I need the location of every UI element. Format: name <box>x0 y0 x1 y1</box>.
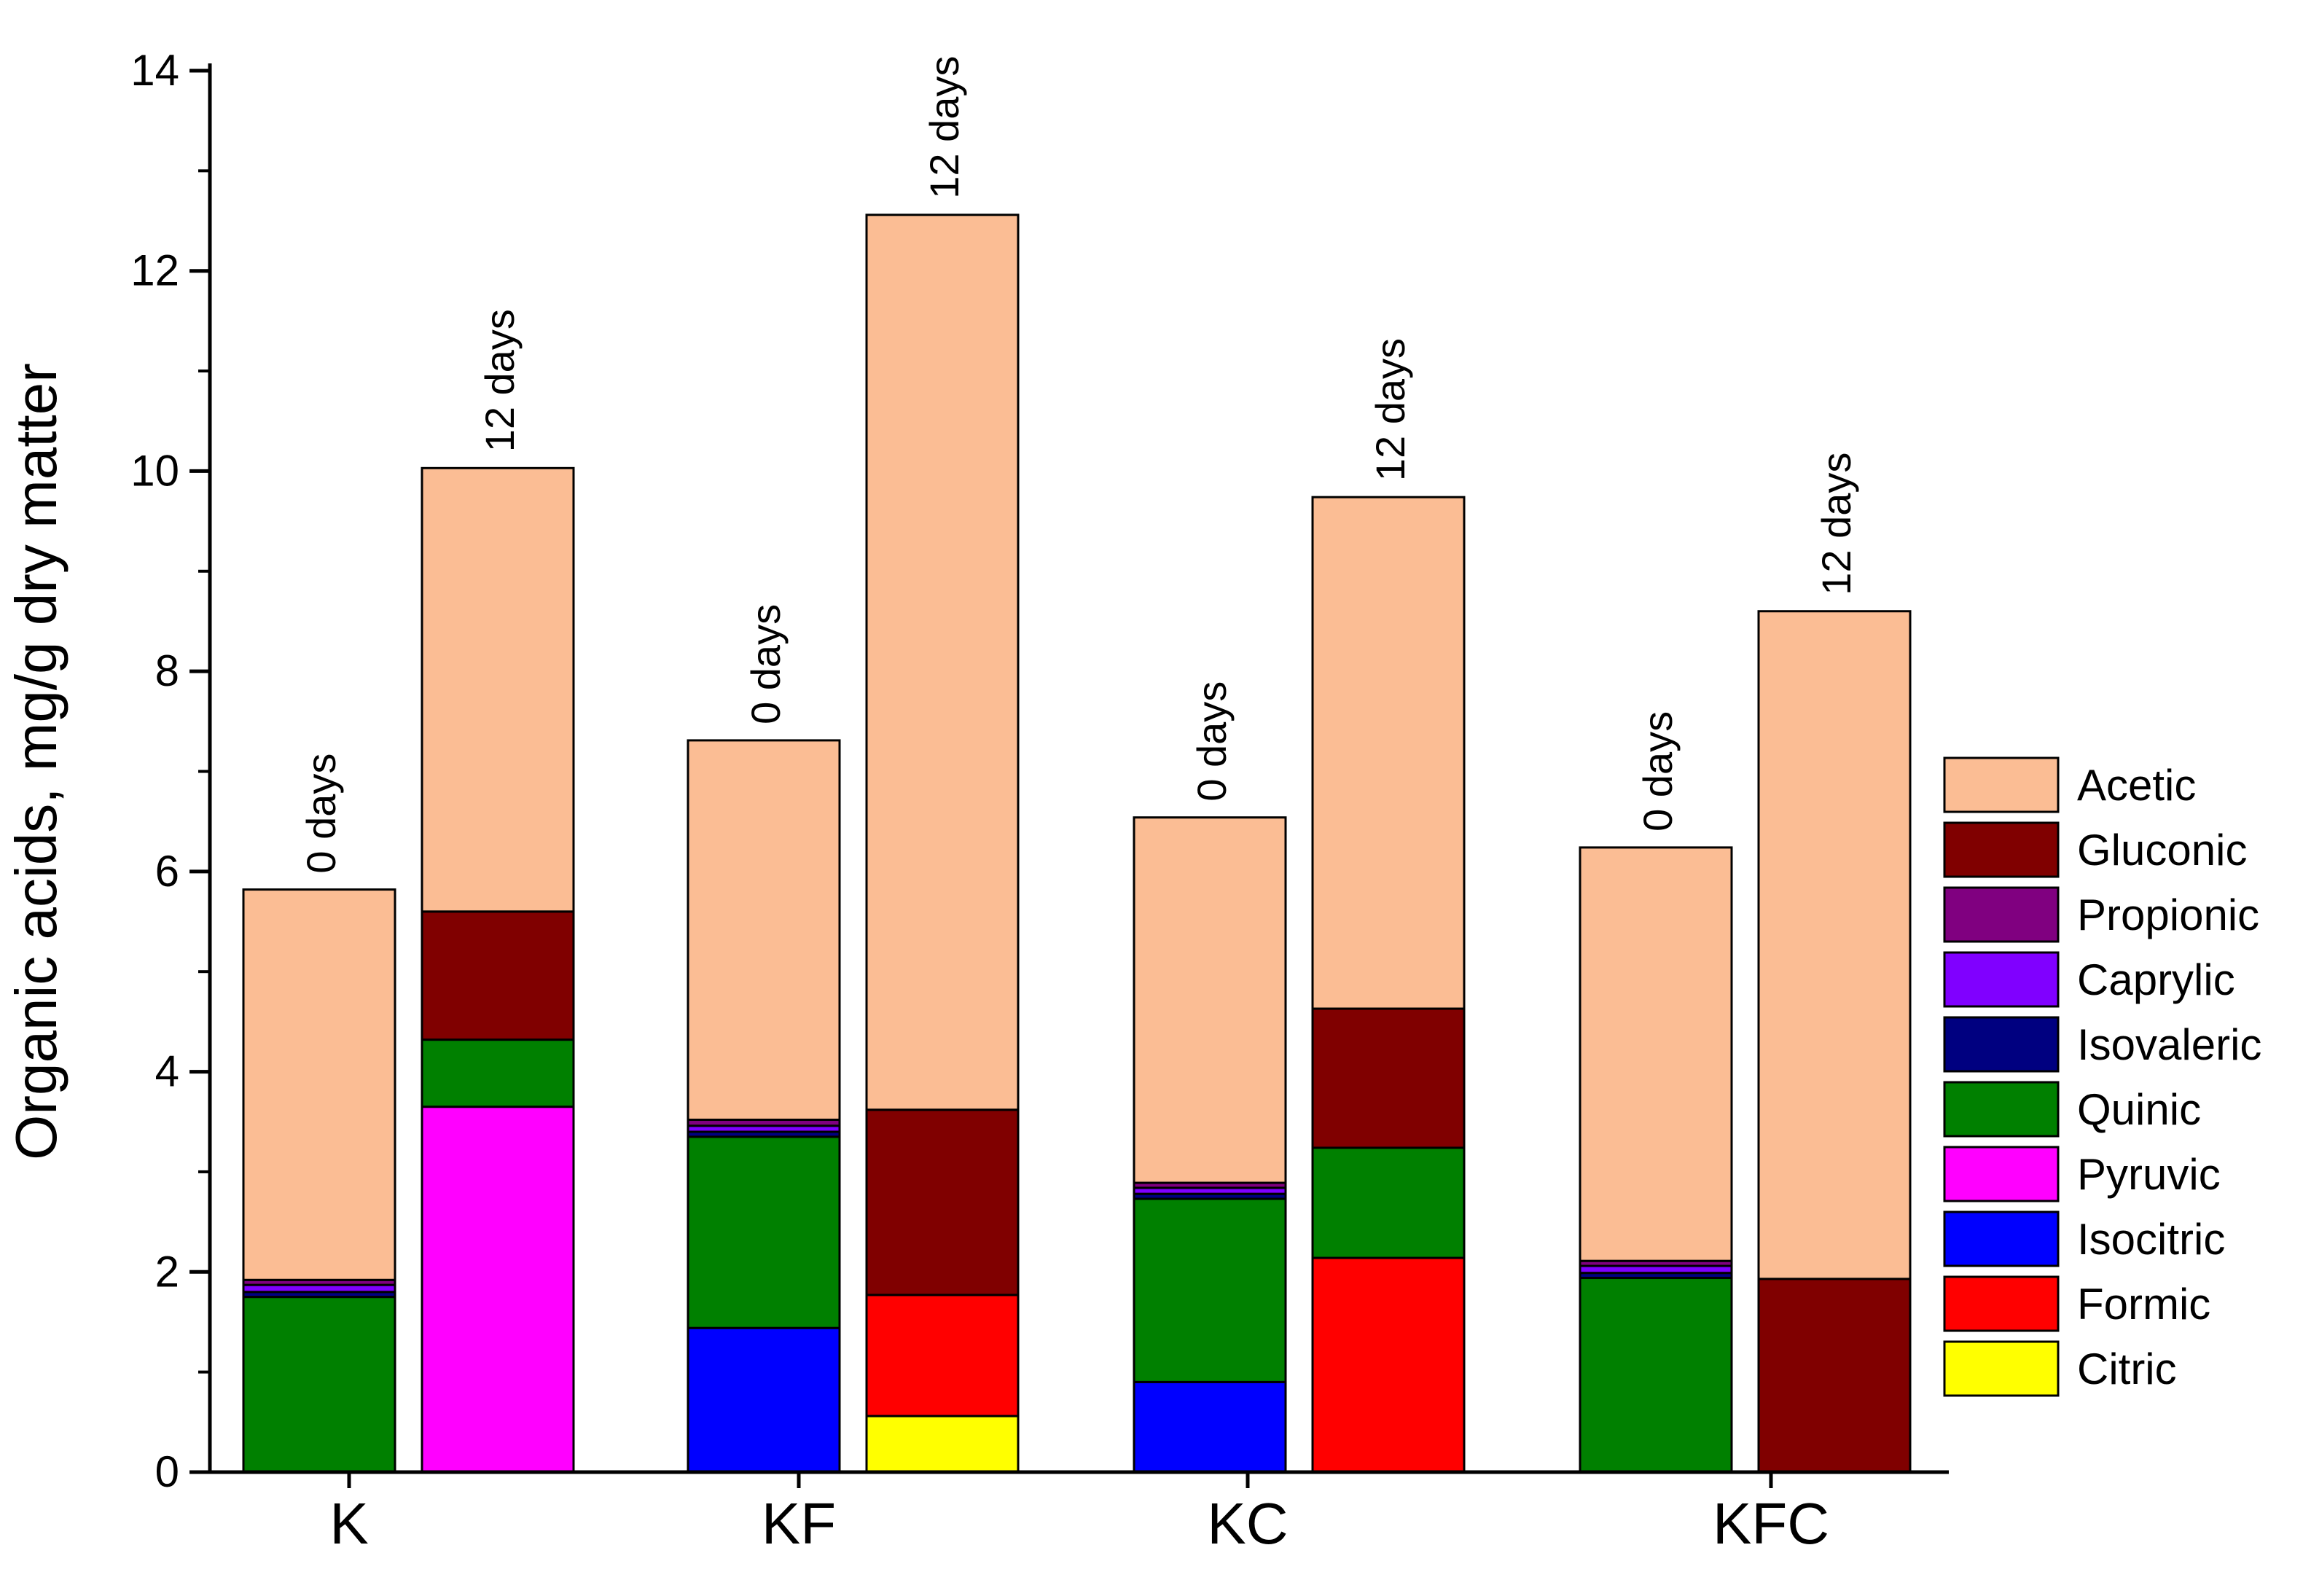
y-tick-label: 14 <box>130 46 179 95</box>
bar-time-label: 12 days <box>921 56 967 199</box>
y-tick-label: 0 <box>155 1447 179 1496</box>
segment-quinic <box>242 1296 396 1474</box>
segment-quinic <box>1133 1197 1287 1383</box>
legend: Acetic Gluconic Propionic Caprylic Isovaleri… <box>1943 756 2261 1397</box>
x-group-label: KF <box>762 1491 836 1556</box>
bar-time-label: 12 days <box>1813 453 1859 595</box>
segment-acetic <box>1579 846 1733 1262</box>
bars-layer <box>242 214 1912 1474</box>
segment-isocitric <box>687 1326 841 1474</box>
bar-time-label: 0 days <box>298 754 344 874</box>
segment-gluconic <box>1757 1278 1912 1474</box>
legend-item-pyruvic: Pyruvic <box>1943 1146 2221 1202</box>
segment-acetic <box>1311 496 1466 1010</box>
segment-acetic <box>242 888 396 1281</box>
legend-item-quinic: Quinic <box>1943 1081 2201 1138</box>
legend-swatch <box>1943 1275 2060 1332</box>
y-tick-label: 12 <box>130 246 179 295</box>
legend-swatch <box>1943 1146 2060 1202</box>
legend-label: Pyruvic <box>2077 1150 2221 1199</box>
segment-citric <box>865 1415 1020 1474</box>
segment-acetic <box>865 214 1020 1111</box>
legend-label: Quinic <box>2077 1085 2201 1134</box>
segment-quinic <box>1311 1146 1466 1259</box>
legend-item-gluconic: Gluconic <box>1943 821 2247 878</box>
segment-gluconic <box>421 910 575 1041</box>
segment-formic <box>865 1294 1020 1417</box>
segment-acetic <box>421 466 575 913</box>
bar-KC-0-days <box>1133 816 1287 1474</box>
segment-quinic <box>1579 1277 1733 1474</box>
segment-formic <box>1311 1256 1466 1474</box>
bar-KF-12-days <box>865 214 1020 1474</box>
y-tick-label: 4 <box>155 1047 179 1096</box>
bar-K-0-days <box>242 888 396 1474</box>
legend-swatch <box>1943 1210 2060 1267</box>
bar-time-label: 12 days <box>1367 338 1413 481</box>
segment-acetic <box>1133 816 1287 1184</box>
segment-isocitric <box>1133 1380 1287 1474</box>
bar-KC-12-days <box>1311 496 1466 1474</box>
legend-swatch <box>1943 1016 2060 1073</box>
legend-item-formic: Formic <box>1943 1275 2210 1332</box>
legend-label: Isovaleric <box>2077 1020 2261 1069</box>
legend-item-propionic: Propionic <box>1943 886 2259 943</box>
x-group-label: KC <box>1207 1491 1288 1556</box>
segment-gluconic <box>1311 1007 1466 1149</box>
y-tick-label: 6 <box>155 847 179 896</box>
legend-item-isocitric: Isocitric <box>1943 1210 2225 1267</box>
legend-swatch <box>1943 1081 2060 1138</box>
y-tick-label: 10 <box>130 446 179 495</box>
y-tick-label: 2 <box>155 1247 179 1296</box>
legend-swatch <box>1943 756 2060 813</box>
legend-item-acetic: Acetic <box>1943 756 2196 813</box>
bar-KF-0-days <box>687 739 841 1474</box>
legend-label: Acetic <box>2077 761 2196 810</box>
segment-quinic <box>687 1135 841 1329</box>
x-group-label: K <box>329 1491 368 1556</box>
segment-gluconic <box>865 1108 1020 1296</box>
segment-acetic <box>1757 610 1912 1280</box>
legend-label: Gluconic <box>2077 826 2247 875</box>
legend-swatch <box>1943 951 2060 1008</box>
bar-time-label: 0 days <box>743 604 789 724</box>
segment-acetic <box>687 739 841 1122</box>
x-group-label: KFC <box>1713 1491 1829 1556</box>
bar-KFC-12-days <box>1757 610 1912 1474</box>
legend-label: Formic <box>2077 1280 2210 1329</box>
segment-quinic <box>421 1038 575 1108</box>
legend-label: Caprylic <box>2077 955 2235 1004</box>
legend-label: Propionic <box>2077 891 2259 939</box>
bar-time-label: 0 days <box>1189 681 1235 802</box>
axes-layer: 0 2 4 6 8 10 12 14 K KF KC KFC <box>130 46 1949 1556</box>
legend-item-caprylic: Caprylic <box>1943 951 2235 1008</box>
legend-label: Citric <box>2077 1345 2177 1393</box>
legend-swatch <box>1943 821 2060 878</box>
bar-time-label: 12 days <box>477 309 523 452</box>
y-axis-title: Organic acids, mg/g dry matter <box>4 363 69 1160</box>
bar-KFC-0-days <box>1579 846 1733 1474</box>
bar-labels-layer: 0 days 12 days 0 days 12 days 0 days 12 days 0… <box>298 56 1859 874</box>
bar-K-12-days <box>421 466 575 1474</box>
legend-item-citric: Citric <box>1943 1340 2177 1397</box>
bar-time-label: 0 days <box>1635 711 1681 832</box>
legend-item-isovaleric: Isovaleric <box>1943 1016 2261 1073</box>
y-tick-label: 8 <box>155 646 179 695</box>
segment-pyruvic <box>421 1106 575 1474</box>
legend-swatch <box>1943 886 2060 943</box>
legend-label: Isocitric <box>2077 1215 2225 1264</box>
legend-swatch <box>1943 1340 2060 1397</box>
